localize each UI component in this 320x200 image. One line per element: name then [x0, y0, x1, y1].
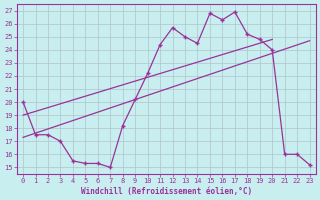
- X-axis label: Windchill (Refroidissement éolien,°C): Windchill (Refroidissement éolien,°C): [81, 187, 252, 196]
